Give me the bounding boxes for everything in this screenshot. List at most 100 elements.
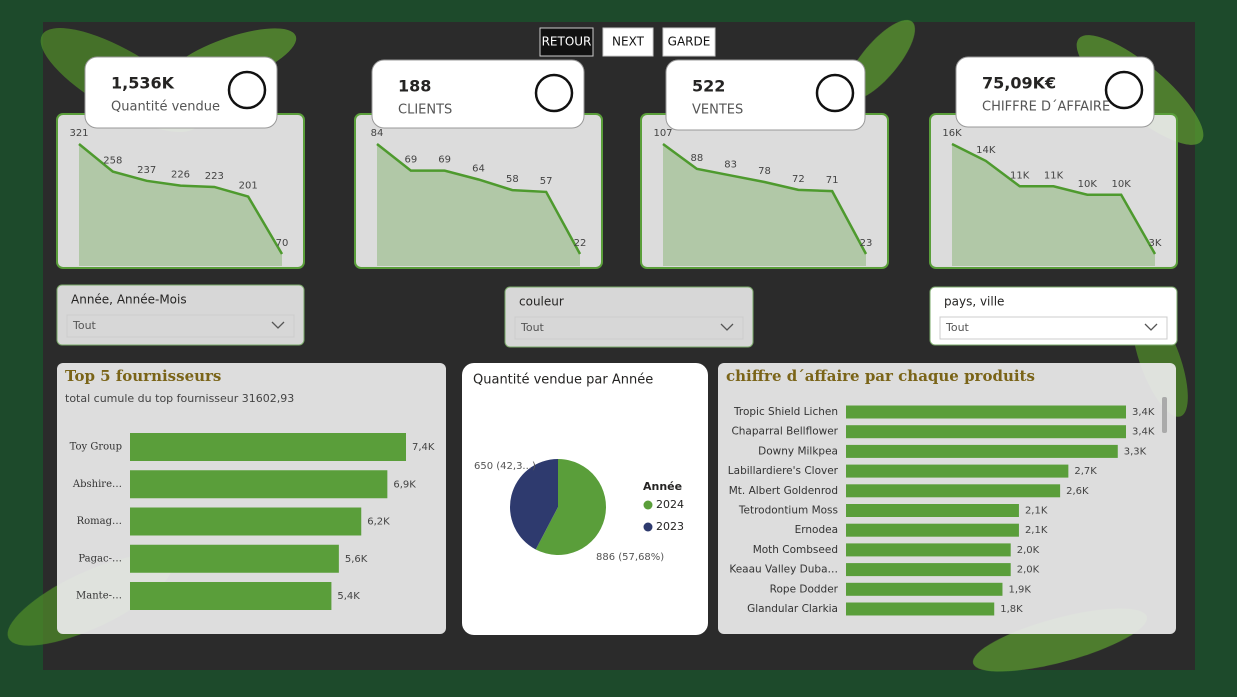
category-label: Abshire… [72, 479, 122, 490]
kpi-card [955, 56, 1155, 128]
legend-swatch [643, 522, 653, 532]
data-label: 650 (42,3...) [474, 461, 536, 472]
chart-title: Top 5 fournisseurs [65, 367, 221, 385]
data-label: 2,1K [1025, 525, 1048, 536]
data-label: 3,4K [1132, 427, 1155, 438]
line [951, 142, 1157, 255]
kpi-icon [1104, 70, 1144, 110]
data-label: 69 [438, 155, 451, 166]
line [376, 143, 582, 255]
data-label: 71 [826, 175, 839, 186]
kpi-icon [534, 73, 574, 113]
category-label: Glandular Clarkia [747, 603, 838, 615]
data-label: 6,2K [367, 517, 390, 528]
bar [130, 582, 332, 610]
category-label: Rope Dodder [770, 583, 839, 595]
category-label: Moth Combseed [753, 544, 838, 556]
data-label: 3K [1149, 238, 1162, 249]
bar [846, 504, 1019, 517]
chart-title: Quantité vendue par Année [473, 373, 653, 388]
bar [846, 582, 1003, 596]
data-label: 107 [653, 128, 672, 139]
data-label: 1,9K [1008, 584, 1031, 595]
data-label: 886 (57,68%) [596, 552, 664, 563]
data-label: 237 [137, 165, 156, 176]
slicer-label: couleur [519, 295, 564, 309]
slicer-panel [929, 286, 1178, 346]
slicer-value[interactable]: Tout [72, 319, 97, 332]
data-label: 2,7K [1074, 466, 1097, 477]
kpi-card [84, 56, 278, 129]
data-label: 3,3K [1124, 446, 1147, 457]
data-label: 11K [1044, 170, 1064, 181]
nav-button-label[interactable]: NEXT [612, 35, 645, 49]
slicer-dropdown[interactable] [514, 316, 744, 340]
category-label: Chaparral Bellflower [731, 426, 838, 438]
pie-slice [509, 459, 558, 550]
chart-title: chiffre d´affaire par chaque produits [726, 367, 1035, 385]
data-label: 58 [506, 174, 519, 185]
dropdown-chevron [1144, 323, 1158, 331]
nav-button[interactable] [539, 27, 594, 57]
area-fill [663, 144, 866, 266]
nav-button-label[interactable]: RETOUR [542, 35, 592, 49]
category-label: Labillardiere's Clover [728, 465, 839, 477]
data-label: 84 [371, 128, 384, 139]
legend-title: Année [643, 480, 682, 493]
legend-label[interactable]: 2023 [656, 520, 684, 533]
nav-button[interactable] [662, 27, 716, 57]
bar [846, 523, 1019, 537]
nav-button-label[interactable]: GARDE [668, 35, 711, 49]
chart-subtitle: total cumule du top fournisseur 31602,93 [65, 392, 294, 405]
kpi-card [371, 59, 585, 129]
line [662, 142, 868, 255]
bar [846, 444, 1118, 458]
kpi-label: CHIFFRE D´AFFAIRE [982, 100, 1110, 115]
legend-label[interactable]: 2024 [656, 498, 684, 511]
data-label: 7,4K [412, 442, 435, 453]
data-label: 5,6K [345, 554, 368, 565]
kpi-label: Quantité vendue [111, 100, 220, 115]
data-label: 2,0K [1017, 545, 1040, 556]
bar [846, 543, 1011, 557]
category-label: Keaau Valley Duba… [729, 564, 838, 576]
data-label: 1,8K [1000, 604, 1023, 615]
data-label: 14K [976, 145, 996, 156]
scrollbar[interactable] [1162, 397, 1167, 433]
kpi-value: 1,536K [111, 74, 175, 93]
slicer-value[interactable]: Tout [945, 321, 970, 334]
data-label: 23 [860, 238, 873, 249]
data-label: 201 [239, 181, 258, 192]
category-label: Ernodea [795, 524, 838, 536]
category-label: Pagac-… [78, 553, 122, 564]
kpi-value: 75,09K€ [982, 74, 1056, 93]
data-label: 3,4K [1132, 407, 1155, 418]
category-label: Toy Group [70, 442, 122, 453]
slicer-value[interactable]: Tout [520, 321, 545, 334]
data-label: 83 [724, 159, 737, 170]
data-label: 5,4K [337, 591, 360, 602]
nav-button[interactable] [602, 27, 654, 57]
kpi-card [665, 59, 866, 131]
data-label: 72 [792, 174, 805, 185]
category-label: Tropic Shield Lichen [733, 406, 838, 418]
data-label: 16K [942, 128, 962, 139]
bar [130, 433, 406, 461]
bar [846, 484, 1061, 498]
slicer-dropdown[interactable] [66, 314, 295, 338]
bar [130, 470, 388, 499]
slicer-dropdown[interactable] [939, 316, 1168, 340]
data-label: 69 [404, 155, 417, 166]
data-label: 6,9K [393, 479, 416, 490]
bar [846, 464, 1069, 478]
category-label: Tetrodontium Moss [738, 505, 838, 517]
data-label: 258 [103, 156, 122, 167]
line [78, 143, 284, 255]
bar [846, 563, 1011, 577]
data-label: 2,0K [1017, 565, 1040, 576]
slicer-label: pays, ville [944, 295, 1004, 309]
data-label: 10K [1078, 179, 1098, 190]
dropdown-chevron [271, 321, 285, 329]
data-label: 11K [1010, 170, 1030, 181]
area-fill [79, 144, 282, 266]
